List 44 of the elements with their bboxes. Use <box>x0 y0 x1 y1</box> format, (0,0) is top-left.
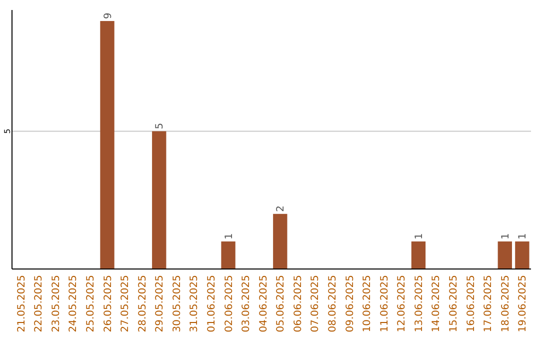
x-tick-label: 31.05.2025 <box>189 275 200 332</box>
bar <box>498 241 512 269</box>
x-tick-label: 14.06.2025 <box>431 275 442 332</box>
x-tick-label: 07.06.2025 <box>310 275 322 332</box>
x-tick-label: 27.05.2025 <box>120 275 132 332</box>
x-tick-label: 18.06.2025 <box>500 275 512 332</box>
data-label: 1 <box>500 233 512 240</box>
x-tick-label: 13.06.2025 <box>414 275 425 332</box>
x-tick-label: 02.06.2025 <box>224 275 235 332</box>
x-tick-label: 24.05.2025 <box>68 275 80 332</box>
x-tick-label: 30.05.2025 <box>172 275 183 332</box>
data-label: 9 <box>102 12 114 20</box>
x-tick-label: 06.06.2025 <box>292 275 304 332</box>
x-tick-label: 22.05.2025 <box>34 275 45 332</box>
bar <box>152 131 166 269</box>
x-tick-label: 16.06.2025 <box>466 275 477 332</box>
x-tick-label: 29.05.2025 <box>154 275 166 332</box>
x-tick-label: 08.06.2025 <box>328 275 339 332</box>
x-tick-label: 03.06.2025 <box>241 275 252 332</box>
bar <box>411 241 426 269</box>
bar <box>273 214 288 269</box>
x-tick-label: 25.05.2025 <box>85 275 96 332</box>
x-tick-label: 10.06.2025 <box>362 275 374 332</box>
x-tick-label: 26.05.2025 <box>102 275 114 332</box>
data-label: 5 <box>154 122 166 130</box>
bar <box>100 21 114 269</box>
data-label: 1 <box>224 233 235 240</box>
bar <box>515 241 530 269</box>
data-label: 1 <box>414 233 425 240</box>
x-tick-label: 12.06.2025 <box>396 275 408 332</box>
x-tick-label: 04.06.2025 <box>258 275 270 332</box>
x-tick-label: 28.05.2025 <box>137 275 148 332</box>
x-tick-label: 15.06.2025 <box>448 275 460 332</box>
x-tick-label: 19.06.2025 <box>518 275 529 332</box>
x-tick-label: 09.06.2025 <box>344 275 356 332</box>
x-tick-label: 11.06.2025 <box>379 275 390 332</box>
data-label: 1 <box>518 233 529 240</box>
x-tick-label: 01.06.2025 <box>206 275 218 332</box>
bar <box>221 241 236 269</box>
x-tick-label: 05.06.2025 <box>276 275 287 332</box>
x-tick-label: 17.06.2025 <box>483 275 494 332</box>
x-tick-label: 23.05.2025 <box>50 275 62 332</box>
x-tick-label: 21.05.2025 <box>16 275 28 332</box>
data-label: 2 <box>276 206 287 212</box>
